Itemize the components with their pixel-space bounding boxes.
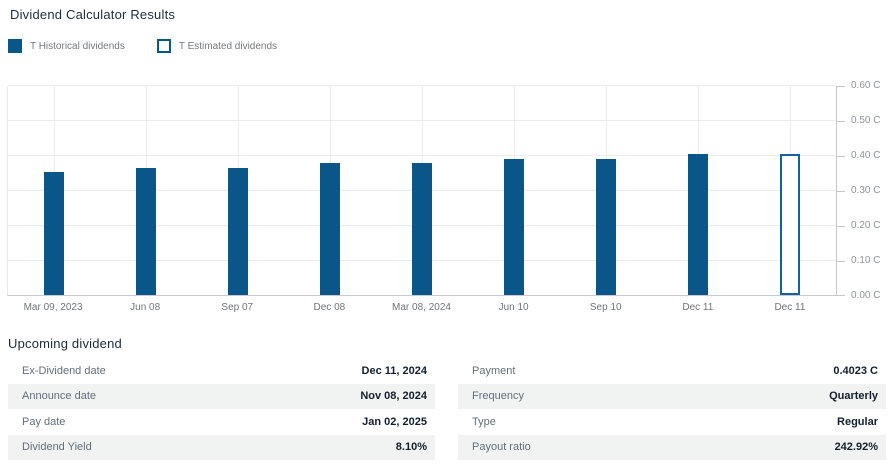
- legend-item-estimated[interactable]: T Estimated dividends: [156, 39, 278, 53]
- estimated-series-swatch-icon: [156, 39, 171, 53]
- row-label: Announce date: [22, 390, 97, 403]
- row-value: 8.10%: [395, 441, 427, 454]
- upcoming-dividend-row: Payout ratio 242.92%: [458, 434, 886, 460]
- upcoming-dividend-row: Dividend Yield 8.10%: [8, 434, 435, 460]
- y-axis-tick: [836, 121, 845, 122]
- row-label: Dividend Yield: [22, 441, 92, 454]
- y-axis-label: 0.10 C: [851, 255, 881, 266]
- x-axis-label: Mar 08, 2024: [392, 302, 451, 313]
- row-label: Frequency: [472, 390, 524, 403]
- upcoming-dividend-row: Announce date Nov 08, 2024: [8, 383, 435, 409]
- historical-dividend-bar[interactable]: [135, 167, 156, 295]
- row-value: Quarterly: [829, 390, 878, 403]
- legend-label: T Historical dividends: [30, 40, 125, 52]
- historical-dividend-bar[interactable]: [228, 167, 248, 295]
- x-axis-label: Mar 09, 2023: [23, 302, 83, 313]
- row-label: Type: [472, 415, 496, 428]
- upcoming-dividend-row: Ex-Dividend date Dec 11, 2024: [8, 358, 435, 384]
- y-axis-label: 0.40 C: [851, 150, 881, 161]
- row-label: Pay date: [22, 415, 66, 428]
- upcoming-dividend-table-left: Ex-Dividend date Dec 11, 2024 Announce dat…: [8, 358, 435, 460]
- chart-legend: T Historical dividends T Estimated divid…: [8, 39, 309, 53]
- row-value: Dec 11, 2024: [361, 364, 427, 377]
- historical-series-swatch-icon: [8, 39, 22, 53]
- x-axis-label: Dec 11: [682, 302, 714, 313]
- horizontal-gridline: [8, 85, 836, 86]
- upcoming-dividend-row: Pay date Jan 02, 2025: [8, 409, 435, 435]
- x-axis-labels: Mar 09, 2023 Jun 08 Sep 07 Dec 08 Mar 08, 20…: [7, 302, 836, 316]
- upcoming-dividend-row: Payment 0.4023 C: [458, 358, 886, 384]
- historical-dividend-bar[interactable]: [504, 158, 524, 295]
- upcoming-dividend-row: Frequency Quarterly: [458, 383, 886, 409]
- y-axis-label: 0.60 C: [851, 80, 881, 91]
- legend-label: T Estimated dividends: [178, 40, 278, 52]
- row-label: Payout ratio: [472, 441, 531, 454]
- upcoming-dividend-heading: Upcoming dividend: [8, 336, 122, 351]
- x-axis-label: Sep 07: [221, 302, 254, 313]
- upcoming-dividend-table-right: Payment 0.4023 C Frequency Quarterly Type Reg…: [458, 358, 886, 460]
- historical-dividend-bar[interactable]: [412, 163, 432, 295]
- row-value: Jan 02, 2025: [362, 415, 427, 428]
- y-axis-tick: [836, 191, 845, 192]
- y-axis-label: 0.30 C: [851, 185, 881, 196]
- x-axis-label: Sep 10: [589, 302, 622, 313]
- historical-dividend-bar[interactable]: [320, 163, 340, 295]
- estimated-dividend-bar[interactable]: [780, 154, 800, 295]
- x-axis-label: Jun 08: [130, 302, 161, 313]
- row-value: 242.92%: [834, 441, 878, 454]
- dividend-bar-chart: [7, 85, 836, 296]
- y-axis-tick: [836, 86, 845, 87]
- upcoming-dividend-row: Type Regular: [458, 409, 886, 435]
- legend-item-historical[interactable]: T Historical dividends: [8, 39, 125, 53]
- historical-dividend-bar[interactable]: [688, 154, 708, 295]
- x-axis-label: Dec 08: [313, 302, 346, 313]
- row-value: Nov 08, 2024: [360, 390, 427, 403]
- row-label: Payment: [472, 364, 516, 377]
- y-axis-tick: [836, 156, 845, 157]
- page-title: Dividend Calculator Results: [10, 7, 176, 22]
- y-axis-tick: [836, 295, 845, 296]
- historical-dividend-bar[interactable]: [44, 172, 64, 295]
- row-label: Ex-Dividend date: [22, 364, 106, 377]
- y-axis-tick: [836, 226, 845, 227]
- y-axis-label: 0.20 C: [851, 220, 881, 231]
- y-axis-label: 0.00 C: [851, 290, 881, 301]
- y-axis: 0.00 C 0.10 C 0.20 C 0.30 C 0.40 C 0.50 C 0.60…: [836, 80, 891, 301]
- y-axis-label: 0.50 C: [851, 115, 881, 126]
- x-axis-label: Dec 11: [774, 302, 806, 313]
- y-axis-tick: [836, 261, 845, 262]
- x-axis-label: Jun 10: [498, 302, 529, 313]
- row-value: 0.4023 C: [833, 364, 878, 377]
- row-value: Regular: [837, 415, 878, 428]
- historical-dividend-bar[interactable]: [596, 158, 616, 295]
